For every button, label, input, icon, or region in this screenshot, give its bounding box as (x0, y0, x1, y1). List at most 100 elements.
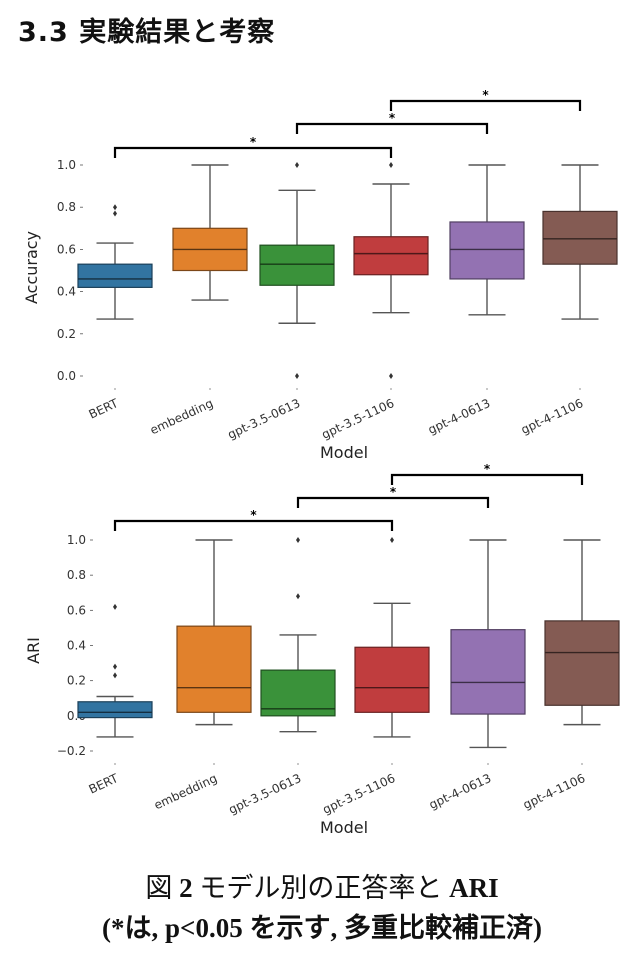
outlier-point (113, 204, 117, 211)
x-tick-label: gpt-3.5-0613 (226, 771, 303, 817)
y-tick: −0.2 (57, 744, 93, 758)
figure-caption-line2: (*は, p<0.05 を示す, 多重比較補正済) (102, 913, 542, 943)
box-embedding (176, 539, 252, 726)
x-axis-label: Model (320, 818, 368, 837)
y-tick-label: −0.2 (57, 744, 86, 758)
y-tick: 1.0 (67, 533, 93, 547)
x-tick: embedding (152, 763, 219, 812)
x-tick: gpt-3.5-0613 (226, 763, 303, 817)
box-body (544, 620, 620, 706)
caption-ari: ARI (449, 873, 499, 903)
y-axis-label: Accuracy (22, 231, 41, 304)
significance-bracket: * (389, 88, 582, 111)
caption-prefix: 図 (145, 873, 180, 903)
y-tick: 0.2 (57, 327, 83, 341)
significance-star: * (250, 508, 257, 522)
significance-star: * (484, 462, 491, 476)
x-tick-label: gpt-4-1106 (519, 396, 585, 437)
box-gpt-4-1106 (544, 539, 620, 726)
significance-bracket: * (390, 462, 584, 485)
y-tick: 0.8 (67, 568, 93, 582)
bracket-line (296, 496, 490, 508)
x-tick: gpt-3.5-1106 (320, 763, 397, 817)
outlier-point (295, 373, 299, 379)
x-tick-label: BERT (87, 771, 121, 797)
bracket-line (390, 473, 584, 485)
significance-star: * (482, 88, 489, 102)
y-tick-label: 0.4 (57, 285, 76, 299)
y-tick-label: 0.0 (57, 369, 76, 383)
figure-caption-line1: 図 2 モデル別の正答率と ARI (0, 866, 644, 905)
box-body (77, 263, 153, 288)
box-body (354, 646, 430, 713)
y-tick-label: 0.6 (57, 242, 76, 256)
x-tick: BERT (87, 763, 121, 797)
significance-star: * (250, 135, 257, 149)
bracket-line (113, 519, 394, 531)
y-tick-label: 0.2 (57, 327, 76, 341)
outlier-point (295, 162, 299, 168)
significance-bracket: * (296, 485, 490, 508)
box-body (450, 629, 526, 715)
x-tick-label: gpt-4-0613 (427, 771, 493, 812)
box-body (176, 625, 252, 713)
x-tick-label: gpt-3.5-0613 (225, 396, 302, 442)
y-tick: 0.4 (67, 639, 93, 653)
y-tick-label: 1.0 (57, 158, 76, 172)
y-tick-label: 0.8 (67, 568, 86, 582)
y-tick-label: 0.6 (67, 603, 86, 617)
x-tick: embedding (148, 388, 215, 437)
box-bert (77, 204, 153, 320)
significance-star: * (390, 485, 397, 499)
x-tick-label: gpt-3.5-1106 (319, 396, 396, 442)
y-tick: 0.0 (57, 369, 83, 383)
x-axis-label: Model (320, 443, 368, 462)
y-tick-label: 1.0 (67, 533, 86, 547)
x-tick-label: gpt-3.5-1106 (320, 771, 397, 817)
significance-bracket: * (113, 135, 393, 158)
x-tick: gpt-4-0613 (426, 388, 492, 437)
y-tick: 0.2 (67, 674, 93, 688)
y-tick: 1.0 (57, 158, 83, 172)
outlier-point (389, 162, 393, 168)
y-tick: 0.4 (57, 285, 83, 299)
x-tick-label: embedding (152, 771, 219, 812)
y-tick-label: 0.2 (67, 674, 86, 688)
caption-text: モデル別の正答率と (192, 873, 450, 903)
significance-bracket: * (295, 111, 489, 134)
significance-bracket: * (113, 508, 394, 531)
box-body (542, 210, 618, 265)
box-embedding (172, 164, 248, 301)
significance-star: * (389, 111, 396, 125)
bracket-line (295, 122, 489, 134)
x-tick: gpt-3.5-0613 (225, 388, 302, 442)
x-tick-label: embedding (148, 396, 215, 437)
outlier-point (296, 537, 300, 543)
x-tick-label: gpt-4-1106 (521, 771, 587, 812)
outlier-point (113, 603, 117, 610)
box-gpt-3-5-1106 (354, 537, 430, 738)
y-axis-label: ARI (24, 637, 43, 664)
y-tick-label: 0.8 (57, 200, 76, 214)
box-body (353, 236, 429, 276)
outlier-point (113, 663, 117, 670)
box-gpt-3-5-0613 (259, 162, 335, 379)
caption-figure-number: 2 (179, 873, 193, 903)
outlier-point (113, 210, 117, 217)
box-gpt-4-0613 (449, 164, 525, 316)
box-gpt-4-0613 (450, 539, 526, 749)
outlier-point (113, 672, 117, 679)
y-tick: 0.6 (57, 242, 83, 256)
x-tick-label: gpt-4-0613 (426, 396, 492, 437)
box-body (77, 701, 153, 719)
box-gpt-3-5-0613 (260, 537, 336, 733)
x-tick: BERT (87, 388, 121, 422)
x-tick-label: BERT (87, 396, 121, 422)
box-gpt-3-5-1106 (353, 162, 429, 379)
outlier-point (390, 537, 394, 543)
y-tick-label: 0.4 (67, 639, 86, 653)
bracket-line (389, 99, 582, 111)
outlier-point (389, 373, 393, 379)
x-tick: gpt-4-1106 (519, 388, 585, 437)
